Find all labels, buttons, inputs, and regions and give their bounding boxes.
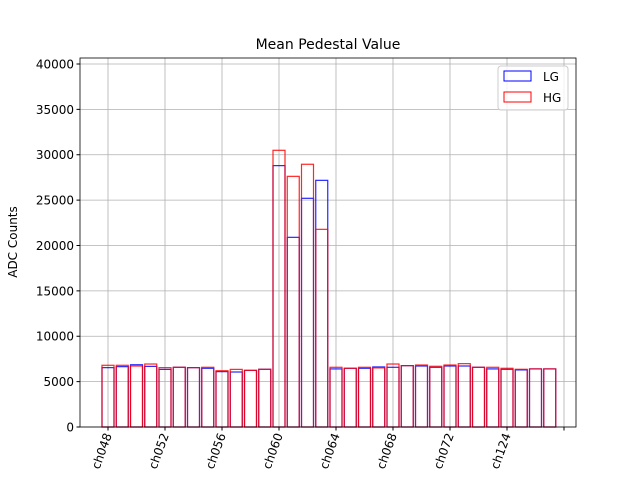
y-tick-label: 25000 bbox=[36, 194, 74, 208]
legend-box bbox=[497, 65, 569, 111]
legend: LG HG bbox=[497, 65, 569, 111]
chart-title: Mean Pedestal Value bbox=[256, 37, 401, 53]
legend-swatch-hg bbox=[503, 91, 532, 103]
y-tick-label: 0 bbox=[66, 421, 74, 435]
legend-label-lg: LG bbox=[543, 70, 559, 84]
y-tick-label: 40000 bbox=[36, 57, 74, 71]
y-tick-label: 20000 bbox=[36, 239, 74, 253]
y-tick-label: 5000 bbox=[43, 375, 74, 389]
legend-label-hg: HG bbox=[543, 91, 561, 105]
y-tick-label: 10000 bbox=[36, 330, 74, 344]
y-axis-label: ADC Counts bbox=[6, 206, 20, 278]
y-tick-label: 35000 bbox=[36, 103, 74, 117]
axes-frame bbox=[79, 57, 577, 428]
y-tick-label: 30000 bbox=[36, 148, 74, 162]
legend-swatch-lg bbox=[503, 70, 532, 82]
y-tick-label: 15000 bbox=[36, 284, 74, 298]
